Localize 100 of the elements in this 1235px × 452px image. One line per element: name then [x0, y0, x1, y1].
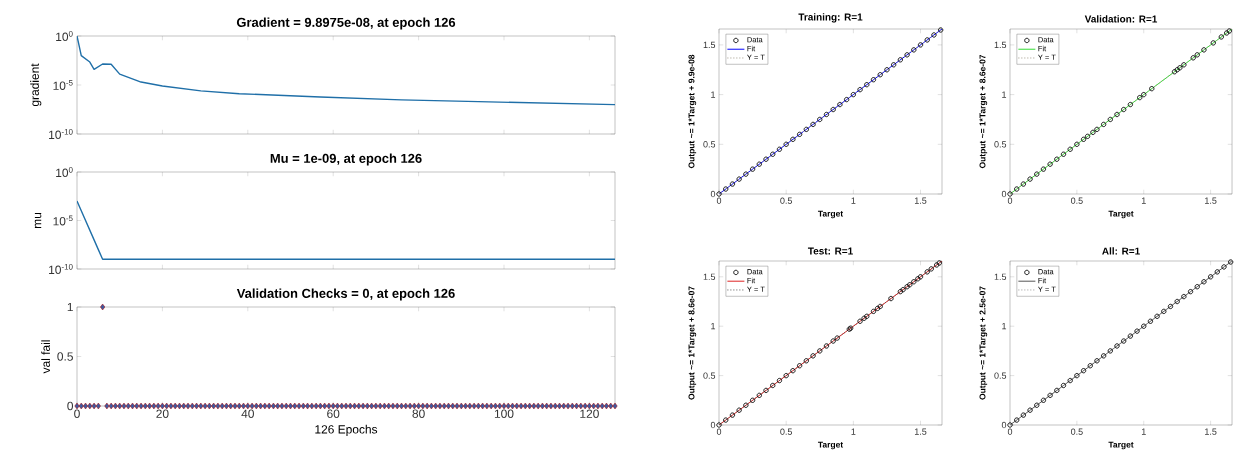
point: [1127, 101, 1134, 108]
point: [749, 166, 756, 172]
point: [1007, 422, 1013, 428]
point: [931, 32, 937, 38]
point: [1174, 67, 1180, 73]
point: [796, 131, 803, 137]
point: [1114, 343, 1120, 349]
point: [904, 284, 910, 290]
point: [756, 161, 762, 167]
y-tick-label: 10$^{0}$: [56, 167, 73, 178]
point: [857, 86, 863, 93]
y-tick-label: 10$^{0}$: [56, 30, 73, 41]
point: [850, 91, 856, 98]
x-axis-title: Target: [817, 210, 844, 219]
point: [911, 47, 917, 53]
point: [938, 27, 944, 33]
y-axis-title: gradient: [30, 63, 42, 107]
point: [1194, 52, 1200, 58]
point: [1087, 363, 1093, 369]
point: [843, 96, 850, 103]
point: [907, 282, 913, 288]
point: [864, 82, 870, 88]
point: [729, 412, 736, 418]
x-tick-label: 0: [74, 409, 80, 418]
x-tick-label: 0: [1007, 428, 1013, 435]
point: [783, 372, 789, 379]
point: [928, 266, 934, 272]
y-tick-label: 10$^{-10}$: [49, 129, 73, 140]
point: [857, 318, 863, 324]
y-axis-title: Output ~= 1*Target + 2.5e-07: [979, 286, 988, 400]
x-tick-label: 40: [241, 409, 254, 418]
y-tick-label: 0: [710, 190, 716, 198]
y-tick-label: 1: [67, 302, 73, 312]
chart-title: All: R=1: [1102, 247, 1140, 255]
x-axis-title: Target: [1108, 210, 1134, 219]
point: [1228, 259, 1234, 265]
y-axis-title: Output ~= 1*Target + 9.9e-08: [688, 54, 697, 169]
point: [1040, 166, 1047, 172]
point: [888, 295, 894, 302]
y-tick-label: 1.5: [703, 273, 716, 280]
point: [1207, 274, 1214, 280]
point: [897, 288, 903, 295]
y-tick-label: 0.5: [994, 141, 1007, 148]
point: [810, 121, 816, 128]
point: [1127, 333, 1134, 339]
x-tick-label: 1: [1141, 197, 1146, 204]
point: [1067, 146, 1073, 152]
point: [1137, 94, 1143, 101]
point: [1034, 171, 1040, 177]
point: [1020, 412, 1027, 418]
line-series: [77, 36, 616, 106]
chart-title: Test: R=1: [807, 247, 853, 255]
y-tick-label: 0: [710, 421, 716, 429]
point: [796, 363, 803, 369]
point: [729, 181, 736, 187]
x-tick-label: 1: [851, 197, 856, 204]
point: [891, 62, 897, 68]
x-tick-label: 0.5: [1070, 428, 1083, 435]
point: [1080, 136, 1087, 142]
point: [770, 382, 776, 389]
point: [1014, 186, 1020, 192]
point: [1190, 55, 1196, 61]
point: [716, 191, 722, 197]
point: [1181, 62, 1187, 68]
point: [917, 274, 924, 280]
x-tick-label: 60: [327, 409, 340, 418]
point: [1020, 181, 1027, 187]
point: [1201, 47, 1207, 53]
chart-title: Mu = 1e-09, at epoch 126: [270, 153, 422, 166]
chart-title: Validation: R=1: [1084, 15, 1158, 23]
y-axis-title: val fail: [41, 340, 51, 374]
chart-title: Gradient = 9.8975e-08, at epoch 126: [236, 17, 456, 30]
chart-title: Training: R=1: [798, 13, 863, 23]
x-tick-label: 1.5: [1205, 428, 1217, 435]
point: [830, 106, 836, 113]
x-tick-label: 20: [156, 409, 169, 418]
point: [1114, 111, 1120, 118]
point: [1154, 313, 1160, 319]
point: [911, 279, 917, 285]
point: [776, 146, 783, 152]
x-tick-label: 0.5: [1070, 197, 1083, 204]
x-axis-title: 126 Epochs: [315, 424, 378, 436]
point: [803, 358, 809, 364]
y-axis-title: Output ~= 1*Target + 8.6e-07: [688, 286, 697, 400]
point: [1201, 279, 1207, 285]
point: [861, 315, 867, 321]
point: [1047, 161, 1053, 167]
point: [1040, 397, 1047, 403]
point: [783, 141, 789, 147]
point: [1210, 40, 1216, 46]
point: [1060, 151, 1067, 157]
point: [877, 72, 883, 78]
y-tick-label: 10$^{-10}$: [49, 264, 73, 275]
point: [874, 305, 881, 312]
point: [1027, 407, 1033, 413]
x-tick-label: 1.5: [1205, 197, 1217, 204]
y-tick-label: 1.5: [994, 41, 1007, 49]
point: [823, 111, 830, 118]
y-tick-label: 0: [1001, 421, 1007, 429]
point: [1067, 377, 1073, 384]
